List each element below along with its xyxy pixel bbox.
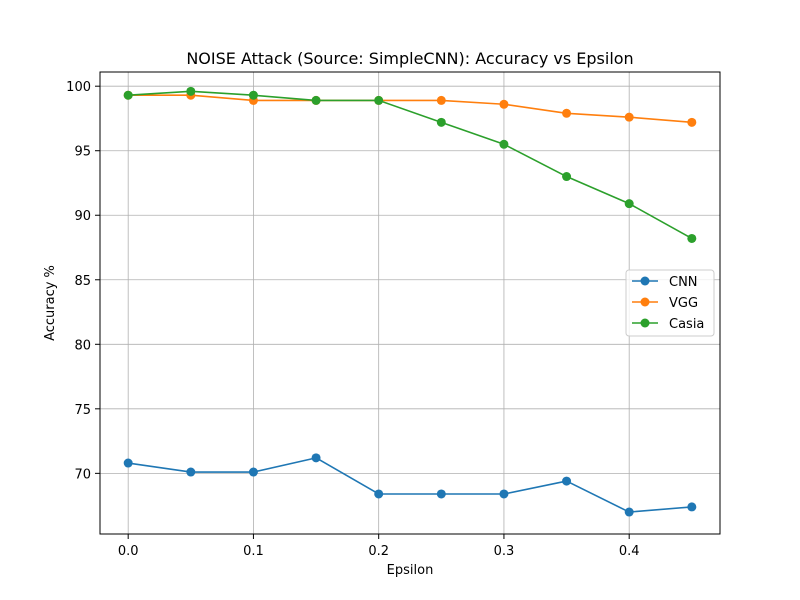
grid-lines <box>100 72 720 534</box>
data-point-cnn <box>374 489 384 499</box>
data-point-vgg <box>687 117 697 127</box>
chart-title: NOISE Attack (Source: SimpleCNN): Accura… <box>186 49 633 68</box>
data-point-casia <box>311 95 321 105</box>
y-tick-label: 70 <box>74 467 91 482</box>
data-point-casia <box>499 139 509 149</box>
y-tick-label: 80 <box>74 338 91 353</box>
data-point-casia <box>624 199 634 209</box>
data-point-casia <box>562 172 572 182</box>
plot-frame <box>99 71 721 535</box>
series-line-vgg <box>128 94 692 124</box>
legend-label-cnn: CNN <box>669 275 698 290</box>
data-point-cnn <box>248 467 258 477</box>
series-casia <box>123 86 697 243</box>
y-tick-label: 95 <box>74 145 91 160</box>
x-tick-label: 0.1 <box>243 544 264 559</box>
legend-marker-casia <box>640 318 650 328</box>
data-point-vgg <box>436 95 446 105</box>
legend-label-vgg: VGG <box>669 296 698 311</box>
y-tick-label: 100 <box>66 80 91 95</box>
x-axis-label: Epsilon <box>387 563 434 578</box>
data-point-casia <box>186 86 196 96</box>
legend-marker-cnn <box>640 276 650 286</box>
legend-label-casia: Casia <box>669 317 704 332</box>
y-tick-label: 75 <box>74 403 91 418</box>
data-point-cnn <box>499 489 509 499</box>
series-cnn <box>123 453 697 517</box>
legend-box <box>625 269 715 337</box>
data-point-casia <box>436 117 446 127</box>
data-point-cnn <box>311 453 321 463</box>
series-line-casia <box>128 90 693 240</box>
data-point-vgg <box>562 108 572 118</box>
data-point-casia <box>687 233 697 243</box>
data-point-casia <box>374 95 384 105</box>
x-axis-ticks: 0.0 0.1 0.2 0.3 0.4 <box>118 534 640 559</box>
data-point-cnn <box>624 507 634 517</box>
data-point-cnn <box>186 467 196 477</box>
series-group <box>123 86 697 517</box>
x-tick-label: 0.0 <box>118 544 139 559</box>
x-tick-label: 0.2 <box>368 544 389 559</box>
series-line-cnn <box>128 457 692 513</box>
y-tick-label: 90 <box>74 209 91 224</box>
legend: CNN VGG Casia <box>625 269 715 337</box>
legend-marker-vgg <box>640 297 650 307</box>
data-point-cnn <box>687 502 697 512</box>
x-tick-label: 0.4 <box>619 544 640 559</box>
data-point-cnn <box>562 476 572 486</box>
y-tick-label: 85 <box>74 274 91 289</box>
y-axis-ticks: 70 75 80 85 90 95 100 <box>66 80 100 482</box>
data-point-casia <box>123 90 133 100</box>
data-point-casia <box>248 90 258 100</box>
data-point-cnn <box>123 458 133 468</box>
data-point-vgg <box>499 99 509 109</box>
data-point-vgg <box>624 112 634 122</box>
data-point-cnn <box>436 489 446 499</box>
y-axis-label: Accuracy % <box>43 265 58 341</box>
x-tick-label: 0.3 <box>494 544 515 559</box>
